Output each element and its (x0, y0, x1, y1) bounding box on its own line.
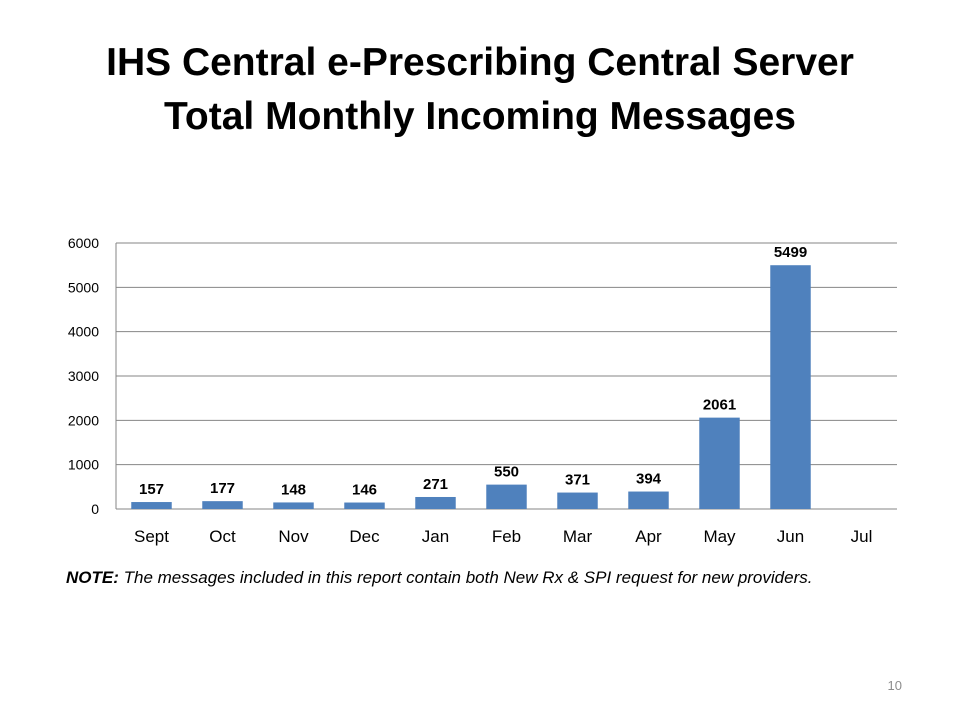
data-label: 394 (636, 471, 662, 488)
y-tick-label: 0 (91, 501, 99, 517)
data-label: 371 (565, 472, 590, 489)
data-label: 177 (210, 480, 235, 497)
note-text: The messages included in this report con… (118, 568, 813, 587)
category-label: Sept (134, 527, 169, 546)
category-label: Feb (492, 527, 521, 546)
data-label: 148 (281, 481, 306, 498)
category-label: Oct (209, 527, 236, 546)
category-label: Mar (563, 527, 593, 546)
bar (557, 492, 598, 509)
y-tick-label: 4000 (68, 324, 99, 340)
y-tick-label: 3000 (68, 368, 99, 384)
category-label: Dec (349, 527, 380, 546)
category-label: Jan (422, 527, 449, 546)
y-tick-label: 1000 (68, 457, 99, 473)
category-label: May (703, 527, 736, 546)
data-label: 271 (423, 476, 448, 493)
page-number: 10 (887, 678, 902, 693)
bar (344, 502, 385, 509)
slide-title: IHS Central e-Prescribing Central Server… (40, 36, 920, 144)
category-label: Jul (851, 527, 873, 546)
data-label: 146 (352, 482, 377, 499)
bar (273, 502, 314, 509)
y-tick-label: 5000 (68, 279, 99, 295)
data-label: 5499 (774, 244, 807, 261)
note: NOTE: The messages included in this repo… (66, 566, 856, 608)
title-line-1: IHS Central e-Prescribing Central Server (106, 41, 854, 84)
category-label: Nov (278, 527, 309, 546)
bar (415, 496, 456, 509)
data-label: 2061 (703, 397, 736, 414)
bar (202, 501, 243, 509)
bar (486, 484, 527, 509)
data-label: 157 (139, 481, 164, 498)
note-label: NOTE: (66, 568, 119, 587)
y-tick-label: 6000 (68, 235, 99, 251)
category-label: Apr (635, 527, 662, 546)
bar (628, 491, 669, 509)
title-line-2: Total Monthly Incoming Messages (163, 95, 797, 138)
bar (131, 502, 172, 509)
category-label: Jun (777, 527, 804, 546)
bar (770, 265, 811, 509)
bar (699, 417, 740, 509)
data-label: 550 (494, 464, 519, 481)
y-tick-label: 2000 (68, 412, 99, 428)
